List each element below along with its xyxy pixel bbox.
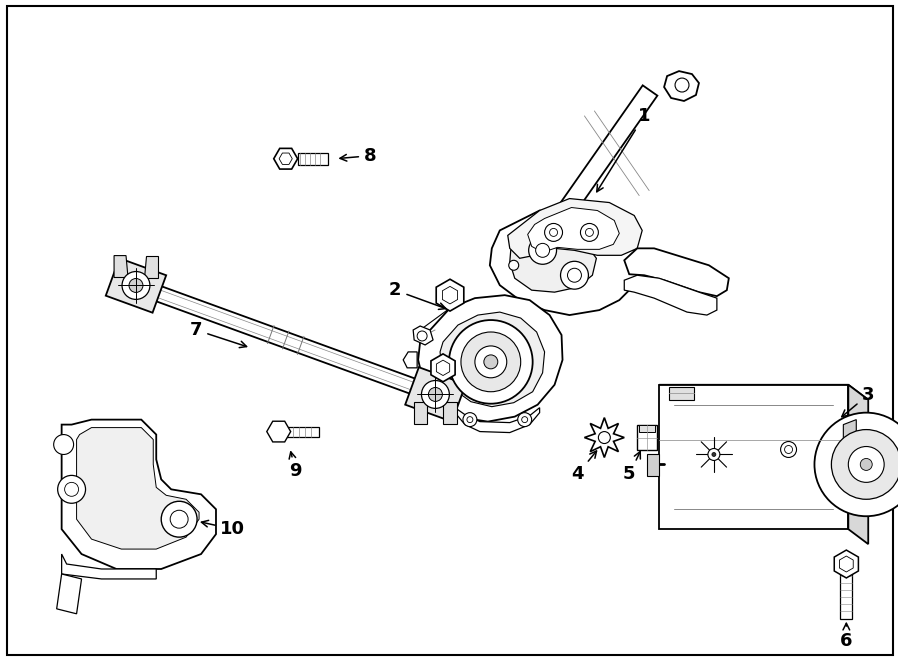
Circle shape	[561, 261, 589, 289]
Text: 6: 6	[840, 623, 852, 650]
Circle shape	[712, 453, 716, 457]
Circle shape	[860, 459, 872, 471]
Polygon shape	[298, 153, 328, 165]
Circle shape	[832, 430, 900, 499]
Polygon shape	[106, 258, 166, 313]
Circle shape	[780, 442, 796, 457]
Text: 8: 8	[340, 147, 376, 165]
Circle shape	[58, 475, 86, 503]
Circle shape	[54, 434, 74, 455]
Circle shape	[580, 223, 598, 241]
Polygon shape	[114, 256, 128, 278]
Polygon shape	[509, 233, 597, 292]
Circle shape	[849, 447, 884, 483]
Polygon shape	[405, 368, 465, 422]
Polygon shape	[664, 71, 699, 101]
Circle shape	[598, 432, 610, 444]
Circle shape	[65, 483, 78, 496]
Text: 5: 5	[623, 451, 641, 483]
Polygon shape	[527, 208, 619, 253]
Polygon shape	[625, 249, 729, 296]
Polygon shape	[436, 279, 464, 311]
Polygon shape	[843, 420, 856, 494]
Circle shape	[585, 229, 593, 237]
Circle shape	[814, 412, 900, 516]
Text: 1: 1	[597, 107, 651, 192]
Circle shape	[428, 387, 443, 401]
Polygon shape	[418, 295, 562, 422]
Polygon shape	[647, 455, 659, 477]
Circle shape	[708, 449, 720, 461]
Polygon shape	[403, 352, 417, 368]
Circle shape	[528, 237, 556, 264]
Circle shape	[129, 278, 143, 292]
Circle shape	[675, 78, 689, 92]
Polygon shape	[279, 426, 319, 436]
Circle shape	[536, 243, 550, 257]
Polygon shape	[436, 360, 450, 375]
Circle shape	[544, 223, 562, 241]
Polygon shape	[669, 387, 694, 400]
Circle shape	[449, 320, 533, 404]
Polygon shape	[455, 408, 540, 432]
Polygon shape	[440, 312, 544, 407]
Polygon shape	[274, 148, 298, 169]
Circle shape	[467, 416, 472, 422]
Circle shape	[785, 446, 793, 453]
Circle shape	[463, 412, 477, 426]
Circle shape	[170, 510, 188, 528]
Circle shape	[122, 272, 150, 299]
Polygon shape	[431, 354, 455, 382]
Circle shape	[161, 501, 197, 537]
Polygon shape	[849, 385, 868, 544]
Polygon shape	[443, 286, 457, 304]
Text: 7: 7	[190, 321, 247, 348]
Polygon shape	[266, 421, 291, 442]
Polygon shape	[413, 326, 433, 345]
Circle shape	[484, 355, 498, 369]
Text: 2: 2	[389, 281, 446, 309]
Polygon shape	[508, 198, 643, 258]
Polygon shape	[133, 278, 438, 402]
Polygon shape	[61, 554, 157, 579]
Polygon shape	[841, 564, 852, 619]
Circle shape	[550, 229, 557, 237]
Text: 3: 3	[842, 386, 875, 416]
Polygon shape	[57, 574, 82, 614]
Circle shape	[508, 260, 518, 270]
Polygon shape	[413, 403, 428, 424]
Polygon shape	[659, 385, 849, 529]
Circle shape	[417, 331, 428, 341]
Circle shape	[522, 416, 527, 422]
Polygon shape	[834, 550, 859, 578]
Polygon shape	[637, 424, 657, 451]
Polygon shape	[490, 210, 639, 315]
Polygon shape	[639, 424, 655, 432]
Text: 9: 9	[289, 452, 302, 481]
Polygon shape	[279, 153, 292, 165]
Polygon shape	[444, 403, 457, 424]
Polygon shape	[840, 556, 853, 572]
Polygon shape	[552, 85, 657, 226]
Circle shape	[518, 412, 532, 426]
Text: 4: 4	[572, 451, 597, 483]
Polygon shape	[144, 256, 158, 278]
Circle shape	[475, 346, 507, 378]
Circle shape	[421, 381, 449, 408]
Text: 10: 10	[202, 520, 246, 538]
Polygon shape	[625, 275, 717, 315]
Circle shape	[568, 268, 581, 282]
Polygon shape	[61, 420, 216, 569]
Polygon shape	[659, 385, 868, 400]
Circle shape	[461, 332, 521, 392]
Polygon shape	[76, 428, 199, 549]
Polygon shape	[584, 418, 625, 457]
